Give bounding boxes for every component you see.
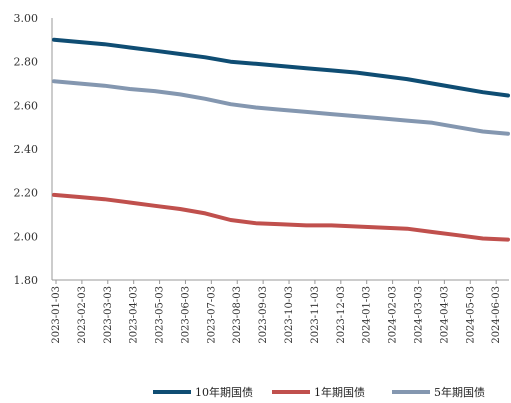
series-line-2 (52, 79, 510, 136)
x-tick-label: 2023-12-03 (336, 286, 347, 344)
y-tick-label: 2.20 (14, 187, 39, 200)
x-tick-label: 2023-08-03 (232, 286, 243, 344)
series-layer (52, 37, 510, 242)
x-tick-label: 2023-03-03 (103, 286, 114, 344)
y-tick-label: 2.00 (14, 230, 39, 243)
x-tick-label: 2024-02-03 (388, 286, 399, 344)
x-tick-label: 2023-11-03 (310, 286, 321, 344)
y-tick-label: 1.80 (14, 274, 39, 287)
x-tick-label: 2023-06-03 (180, 286, 191, 344)
legend-label-2: 5年期国债 (434, 385, 485, 399)
series-line-1 (52, 192, 510, 242)
legend: 10年期国债 1年期国债 5年期国债 (153, 385, 485, 399)
x-tick-label: 2024-06-03 (491, 286, 502, 344)
y-tick-label: 2.60 (14, 99, 39, 112)
x-tick-label: 2023-02-03 (77, 286, 88, 344)
x-tick-label: 2024-04-03 (439, 286, 450, 344)
series-line-0 (52, 37, 510, 98)
x-tick-label: 2023-09-03 (258, 286, 269, 344)
y-tick-label: 2.40 (14, 143, 39, 156)
y-tick-label: 3.00 (14, 12, 39, 25)
x-tick-label: 2023-01-03 (51, 286, 62, 344)
legend-label-0: 10年期国债 (195, 385, 253, 399)
y-axis: 3.00 2.80 2.60 2.40 2.20 2.00 1.80 (14, 12, 53, 287)
x-tick-label: 2024-01-03 (362, 286, 373, 344)
x-tick-label: 2023-04-03 (129, 286, 140, 344)
x-tick-label: 2023-10-03 (284, 286, 295, 344)
x-tick-label: 2023-07-03 (206, 286, 217, 344)
x-axis: 2023-01-03 2023-02-03 2023-03-03 2023-04-03… (51, 279, 509, 344)
x-tick-label: 2024-03-03 (413, 286, 424, 344)
x-tick-label: 2023-05-03 (155, 286, 166, 344)
legend-label-1: 1年期国债 (314, 385, 365, 399)
x-tick-label: 2024-05-03 (465, 286, 476, 344)
y-tick-label: 2.80 (14, 56, 39, 69)
